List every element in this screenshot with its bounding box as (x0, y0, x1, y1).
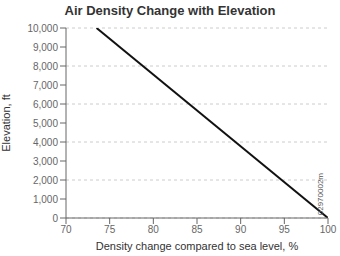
svg-text:85: 85 (191, 224, 203, 235)
svg-text:9,000: 9,000 (33, 42, 58, 53)
svg-text:Elevation, ft: Elevation, ft (8, 94, 12, 151)
svg-text:Density change compared to sea: Density change compared to sea level, % (96, 240, 299, 252)
html-text:02970002m: 02970002m (316, 172, 325, 215)
svg-text:3,000: 3,000 (33, 156, 58, 167)
svg-text:6,000: 6,000 (33, 99, 58, 110)
svg-text:8,000: 8,000 (33, 61, 58, 72)
svg-text:70: 70 (60, 224, 72, 235)
svg-text:80: 80 (148, 224, 160, 235)
svg-text:7,000: 7,000 (33, 80, 58, 91)
svg-text:1,000: 1,000 (33, 194, 58, 205)
svg-text:100: 100 (320, 224, 332, 235)
svg-text:10,000: 10,000 (27, 23, 58, 34)
svg-text:2,000: 2,000 (33, 175, 58, 186)
svg-text:95: 95 (279, 224, 291, 235)
svg-text:75: 75 (104, 224, 116, 235)
html-text:Air Density Change with Elevat: Air Density Change with Elevation (64, 3, 276, 18)
svg-text:4,000: 4,000 (33, 137, 58, 148)
svg-text:0: 0 (52, 213, 58, 224)
svg-text:90: 90 (235, 224, 247, 235)
svg-text:5,000: 5,000 (33, 118, 58, 129)
